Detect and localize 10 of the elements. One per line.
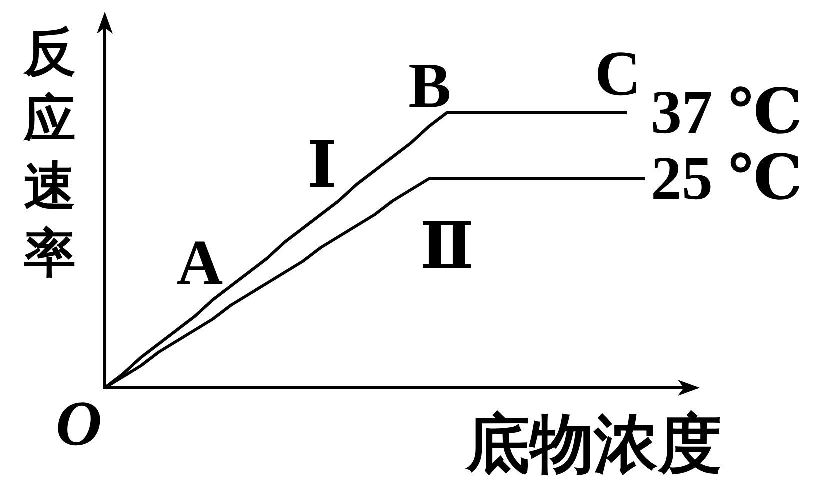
annotation: Ⅱ — [420, 211, 474, 282]
series-label: 25 ℃ — [651, 145, 803, 213]
annotation: Ⅰ — [307, 130, 337, 201]
series-label: 37 ℃ — [651, 79, 803, 147]
annotation: A — [176, 227, 224, 298]
annotation: B — [408, 50, 452, 121]
annotation: O — [56, 388, 102, 459]
y-axis-title: 反应速率 — [24, 25, 76, 283]
annotation: C — [594, 38, 642, 109]
x-axis-title: 底物浓度 — [466, 409, 722, 480]
